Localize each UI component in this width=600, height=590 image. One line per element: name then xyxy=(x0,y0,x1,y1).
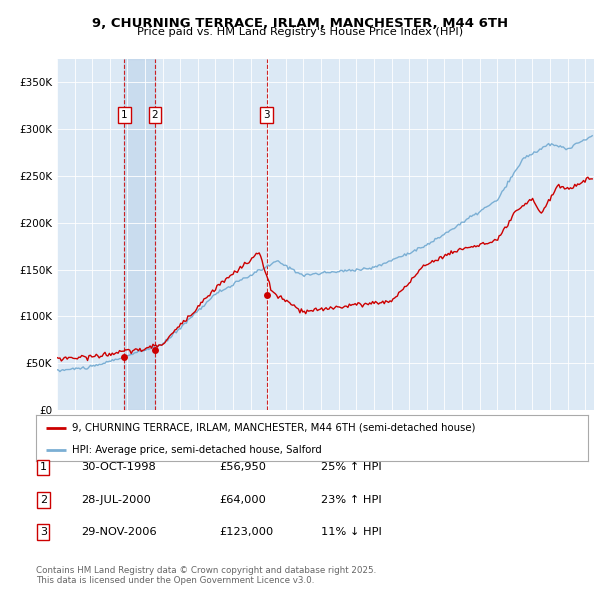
Text: 11% ↓ HPI: 11% ↓ HPI xyxy=(321,527,382,537)
Text: 2: 2 xyxy=(40,495,47,504)
Text: 9, CHURNING TERRACE, IRLAM, MANCHESTER, M44 6TH: 9, CHURNING TERRACE, IRLAM, MANCHESTER, … xyxy=(92,17,508,30)
Text: Price paid vs. HM Land Registry's House Price Index (HPI): Price paid vs. HM Land Registry's House … xyxy=(137,27,463,37)
Text: 3: 3 xyxy=(40,527,47,537)
Text: £123,000: £123,000 xyxy=(219,527,273,537)
Text: 2: 2 xyxy=(152,110,158,120)
Text: £64,000: £64,000 xyxy=(219,495,266,504)
Text: 29-NOV-2006: 29-NOV-2006 xyxy=(81,527,157,537)
Text: 23% ↑ HPI: 23% ↑ HPI xyxy=(321,495,382,504)
Text: 1: 1 xyxy=(121,110,128,120)
Text: 25% ↑ HPI: 25% ↑ HPI xyxy=(321,463,382,472)
Text: HPI: Average price, semi-detached house, Salford: HPI: Average price, semi-detached house,… xyxy=(72,445,322,455)
Text: 9, CHURNING TERRACE, IRLAM, MANCHESTER, M44 6TH (semi-detached house): 9, CHURNING TERRACE, IRLAM, MANCHESTER, … xyxy=(72,423,475,433)
Text: Contains HM Land Registry data © Crown copyright and database right 2025.
This d: Contains HM Land Registry data © Crown c… xyxy=(36,566,376,585)
Text: 1: 1 xyxy=(40,463,47,472)
Text: 3: 3 xyxy=(263,110,270,120)
Text: £56,950: £56,950 xyxy=(219,463,266,472)
Bar xyxy=(124,59,155,410)
Text: 30-OCT-1998: 30-OCT-1998 xyxy=(81,463,156,472)
Text: 28-JUL-2000: 28-JUL-2000 xyxy=(81,495,151,504)
